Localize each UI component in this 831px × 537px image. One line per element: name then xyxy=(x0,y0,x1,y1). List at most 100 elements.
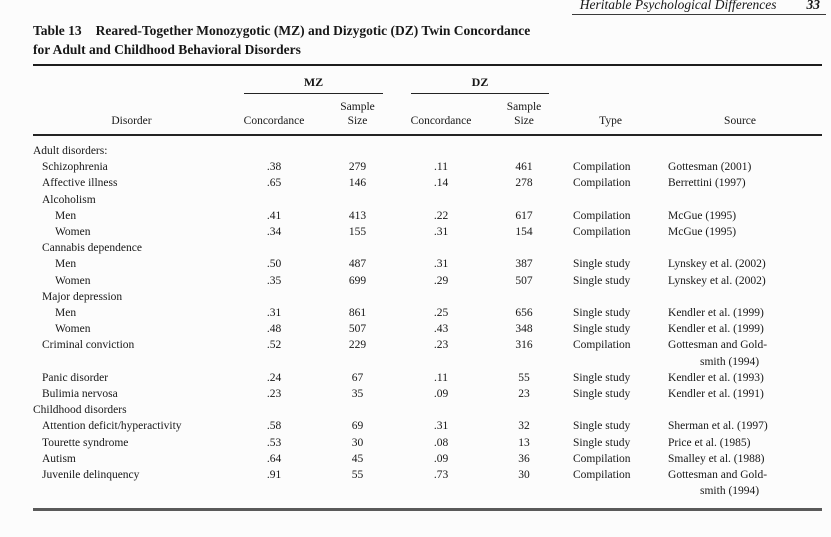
source-line: Gottesman (2001) xyxy=(668,161,752,174)
disorder-cell: Women xyxy=(55,274,91,287)
dz-sample-cell: 23 xyxy=(518,388,530,401)
dz-sample-cell: 617 xyxy=(515,209,533,222)
dz-sample-cell: 36 xyxy=(518,452,530,465)
group-header-spacer xyxy=(33,65,230,94)
source-cell: Kendler et al. (1999) xyxy=(658,305,822,321)
type-cell xyxy=(563,289,658,305)
mz-concordance-cell: .24 xyxy=(266,371,282,384)
mz-concordance-cell xyxy=(230,289,318,305)
mz-sample-cell: 487 xyxy=(348,258,367,271)
concordance-table: MZ DZ Disorder Concordance Sample Size Co… xyxy=(33,64,823,512)
source-line: Kendler et al. (1991) xyxy=(668,388,764,401)
dz-sample-cell: 32 xyxy=(518,420,530,433)
source-line: Lynskey et al. (2002) xyxy=(668,258,766,271)
dz-concordance-cell: .11 xyxy=(434,371,448,384)
table-row: Juvenile delinquency .91 55 .73 30 Compilatio… xyxy=(33,467,822,510)
mz-sample-cell: 861 xyxy=(348,307,367,320)
dz-sample-cell: 656 xyxy=(515,307,533,320)
type-cell: Single study xyxy=(573,420,631,433)
type-cell xyxy=(563,240,658,256)
dz-concordance-cell: .73 xyxy=(433,469,449,482)
source-line: Kendler et al. (1999) xyxy=(668,307,764,320)
dz-sample-cell xyxy=(485,135,563,159)
source-line: Price et al. (1985) xyxy=(668,436,751,449)
source-line: Lynskey et al. (2002) xyxy=(668,274,766,287)
mz-sample-cell: 155 xyxy=(348,226,367,239)
type-cell: Single study xyxy=(573,323,631,336)
mz-sample-cell: 30 xyxy=(351,436,364,449)
caption-line-1: Table 13 Reared-Together Monozygotic (MZ)… xyxy=(33,21,822,40)
type-cell: Compilation xyxy=(573,452,631,465)
mz-sample-cell: 69 xyxy=(351,420,364,433)
type-cell: Compilation xyxy=(573,209,631,222)
dz-sample-cell: 13 xyxy=(518,436,530,449)
col-header-disorder: Disorder xyxy=(33,94,230,136)
source-line: McGue (1995) xyxy=(668,209,737,222)
table-row: Schizophrenia .38 279 .11 461 Compilation Gott… xyxy=(33,159,822,175)
mz-concordance-cell: .34 xyxy=(266,226,282,239)
dz-concordance-cell: .31 xyxy=(433,226,449,239)
disorder-cell: Attention deficit/hyperactivity xyxy=(42,420,182,433)
source-line: McGue (1995) xyxy=(668,226,737,239)
dz-sample-cell: 461 xyxy=(515,161,533,174)
table-row: Men .50 487 .31 387 Single study Lynskey et al… xyxy=(33,256,822,272)
dz-concordance-cell: .14 xyxy=(433,177,449,190)
mz-concordance-cell: .41 xyxy=(266,209,282,222)
dz-sample-cell: 316 xyxy=(515,339,533,352)
disorder-cell: Men xyxy=(55,307,77,320)
source-cell: McGue (1995) xyxy=(658,208,822,224)
disorder-cell: Criminal conviction xyxy=(42,339,135,352)
source-cell xyxy=(658,192,822,208)
mz-concordance-cell: .58 xyxy=(266,420,282,433)
disorder-cell: Alcoholism xyxy=(42,193,96,206)
dz-sample-cell: 507 xyxy=(515,274,533,287)
table-caption: Table 13 Reared-Together Monozygotic (MZ)… xyxy=(33,21,822,59)
table-row: Women .35 699 .29 507 Single study Lynskey et … xyxy=(33,273,822,289)
table-row: Bulimia nervosa .23 35 .09 23 Single study Ken… xyxy=(33,386,822,402)
mz-sample-cell: 146 xyxy=(348,177,367,190)
dz-concordance-cell: .29 xyxy=(433,274,449,287)
dz-sample-cell: 387 xyxy=(515,258,533,271)
size-word: Size xyxy=(514,115,534,127)
source-line: Kendler et al. (1993) xyxy=(668,371,764,384)
type-cell: Single study xyxy=(573,258,631,271)
mz-concordance-cell: .50 xyxy=(266,258,282,271)
mz-sample-cell: 507 xyxy=(348,323,367,336)
dz-concordance-cell: .43 xyxy=(433,323,449,336)
mz-concordance-cell xyxy=(230,192,318,208)
mz-sample-cell: 45 xyxy=(351,452,364,465)
group-header-spacer xyxy=(658,65,822,94)
mz-concordance-cell: .64 xyxy=(266,452,282,465)
disorder-cell: Adult disorders: xyxy=(33,145,108,157)
source-cell: Sherman et al. (1997) xyxy=(658,418,822,434)
table-row: Attention deficit/hyperactivity .58 69 .31 3… xyxy=(33,418,822,434)
dz-sample-cell xyxy=(485,240,563,256)
table-row: Cannabis dependence xyxy=(33,240,822,256)
dz-concordance-cell: .23 xyxy=(433,339,449,352)
dz-concordance-cell xyxy=(397,135,485,159)
dz-concordance-cell xyxy=(397,402,485,418)
disorder-cell: Men xyxy=(55,209,77,222)
source-cell xyxy=(658,135,822,159)
source-cell: Kendler et al. (1993) xyxy=(658,370,822,386)
mz-concordance-cell: .38 xyxy=(266,161,282,174)
source-line: Gottesman and Gold- xyxy=(668,339,768,352)
col-header-dz-concordance: Concordance xyxy=(397,94,485,136)
type-cell: Compilation xyxy=(573,177,631,190)
mz-concordance-cell: .48 xyxy=(266,323,282,336)
type-cell: Compilation xyxy=(573,226,631,239)
table-row: Women .48 507 .43 348 Single study Kendler et … xyxy=(33,321,822,337)
source-line: Kendler et al. (1999) xyxy=(668,323,764,336)
type-cell: Single study xyxy=(573,307,631,320)
col-header-mz-sample-size: Sample Size xyxy=(318,94,397,136)
col-header-mz-concordance: Concordance xyxy=(230,94,318,136)
mz-sample-cell: 55 xyxy=(351,469,364,482)
dz-sample-cell: 154 xyxy=(515,226,533,239)
source-cell xyxy=(658,289,822,305)
dz-sample-cell xyxy=(485,402,563,418)
source-line: Gottesman and Gold- xyxy=(668,469,768,482)
source-cell: Lynskey et al. (2002) xyxy=(658,256,822,272)
page-number: 33 xyxy=(806,0,821,12)
mz-concordance-cell: .23 xyxy=(266,388,282,401)
